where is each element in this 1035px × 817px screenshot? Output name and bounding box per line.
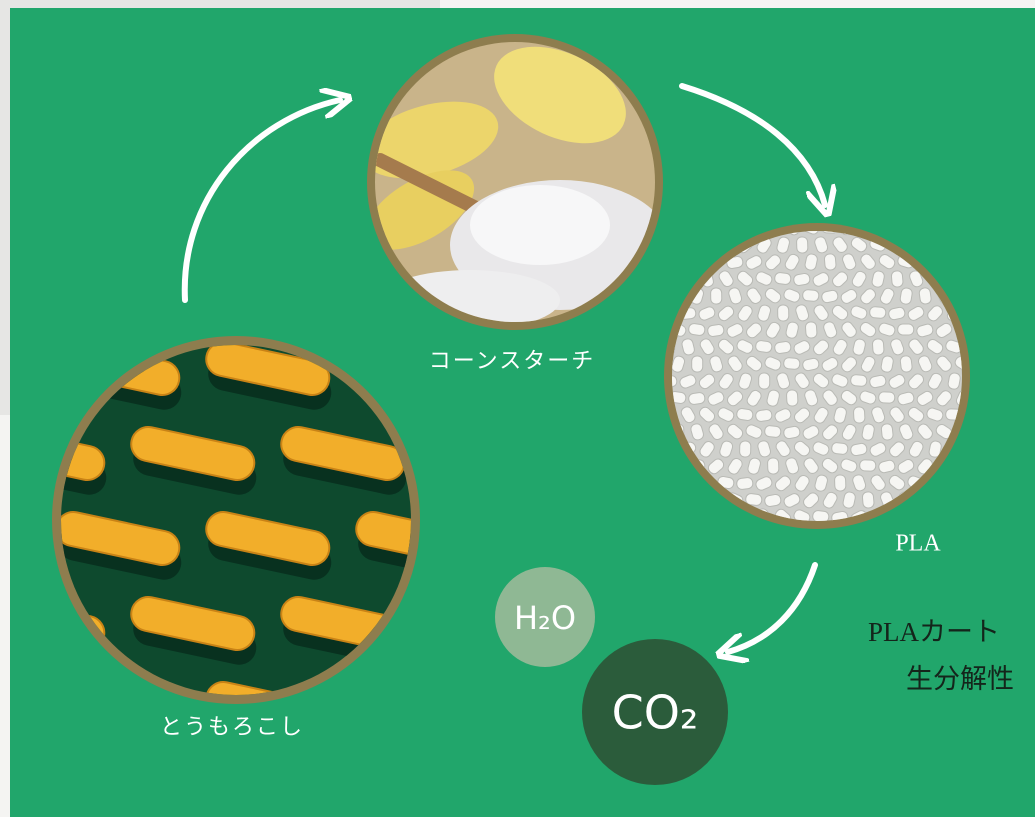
node-label: とうもろこし bbox=[160, 715, 304, 740]
photo-detail bbox=[881, 423, 894, 440]
photo-detail bbox=[834, 475, 846, 491]
photo-detail bbox=[759, 373, 770, 389]
photo-detail bbox=[764, 425, 781, 438]
diagram: H₂O CO₂ コーンスターチ とうもろこし PLA PLAカート 生分解性 bbox=[0, 0, 1035, 817]
photo-detail bbox=[900, 355, 913, 372]
photo-detail bbox=[767, 458, 779, 474]
photo-detail bbox=[796, 237, 808, 253]
h2o-label: H₂O bbox=[514, 599, 576, 637]
photo-detail bbox=[805, 322, 817, 339]
photo-detail bbox=[711, 288, 722, 304]
photo-detail bbox=[853, 407, 865, 424]
photo-detail bbox=[879, 392, 895, 404]
photo-detail bbox=[831, 442, 848, 455]
photo-detail bbox=[859, 460, 876, 472]
photo-detail bbox=[898, 324, 914, 335]
photo-detail bbox=[688, 392, 705, 405]
photo-detail bbox=[891, 271, 903, 288]
photo-detail bbox=[786, 390, 798, 407]
photo-detail bbox=[802, 289, 819, 301]
caption-line: 生分解性 bbox=[906, 664, 1014, 694]
photo-detail bbox=[740, 441, 751, 457]
photo-detail bbox=[872, 339, 884, 356]
node-label: コーンスターチ bbox=[429, 349, 595, 374]
photo-detail bbox=[755, 409, 772, 422]
photo-detail bbox=[688, 323, 705, 336]
caption-line: PLAカート bbox=[868, 617, 1000, 647]
photo-detail bbox=[869, 306, 886, 318]
co2-label: CO₂ bbox=[612, 686, 699, 740]
photo-detail bbox=[850, 374, 867, 386]
photo-detail bbox=[919, 287, 932, 304]
photo-detail bbox=[862, 492, 874, 509]
node-label: PLA bbox=[895, 531, 941, 557]
photo-detail bbox=[755, 340, 772, 353]
photo-detail bbox=[736, 477, 753, 490]
photo-detail bbox=[783, 357, 800, 369]
photo-detail bbox=[778, 305, 789, 321]
photo-detail bbox=[774, 272, 791, 285]
photo-detail bbox=[692, 356, 703, 372]
photo-detail bbox=[824, 254, 836, 271]
